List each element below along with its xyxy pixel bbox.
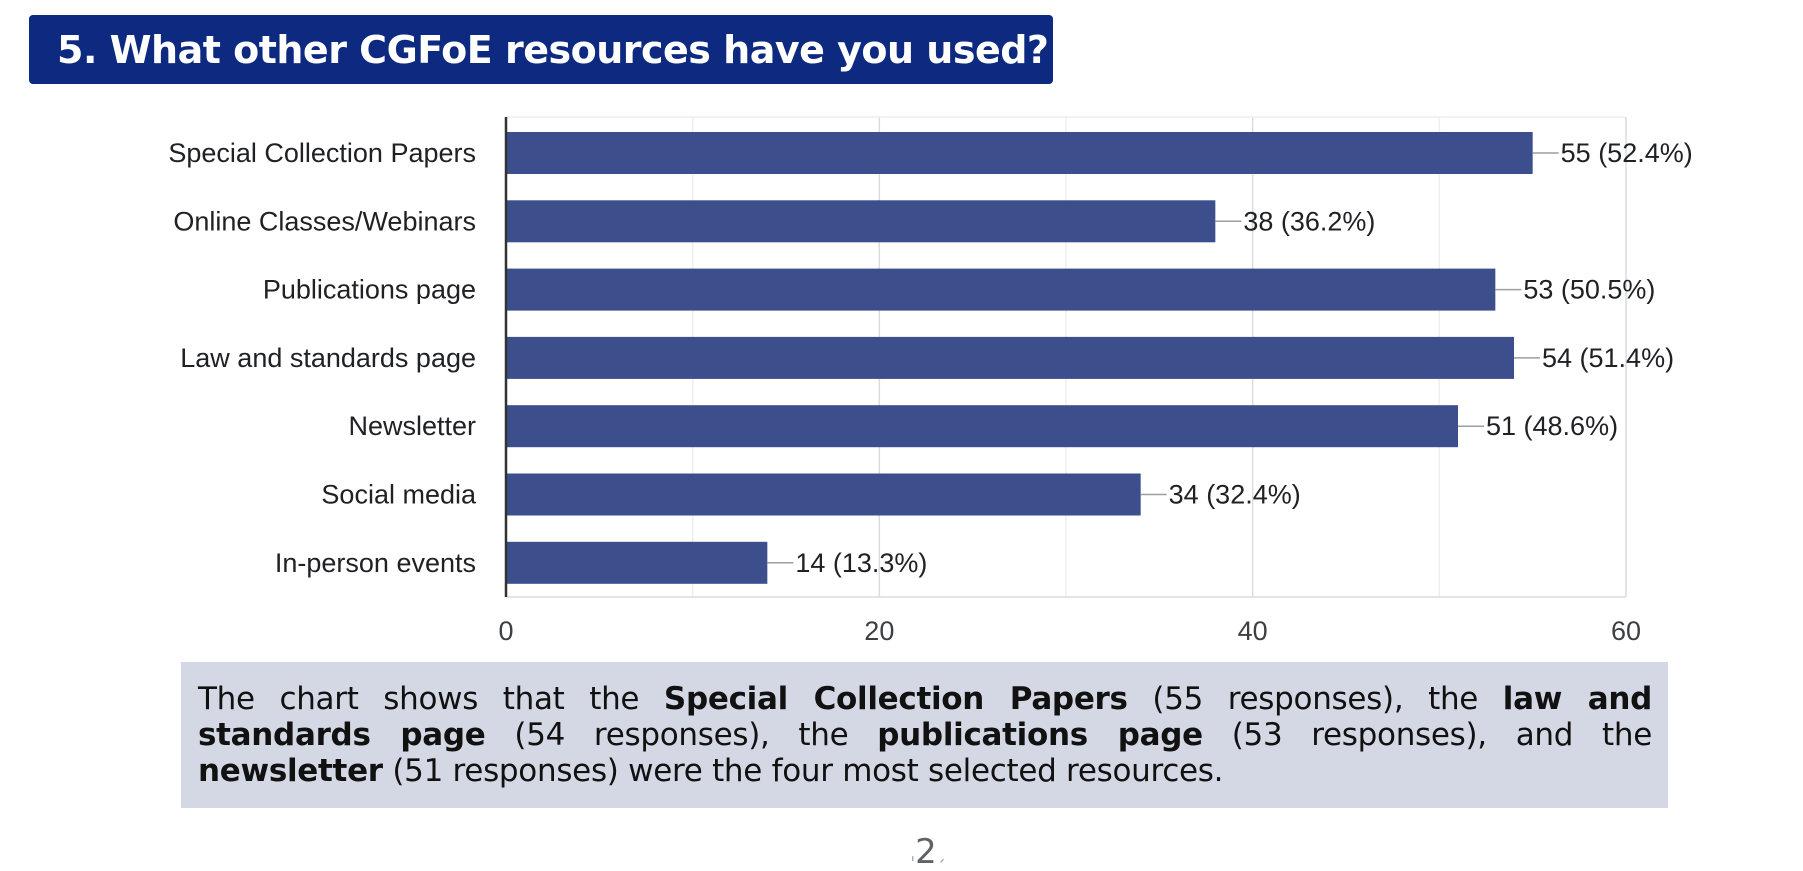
- page-number-right-flourish-icon: ˏ: [936, 842, 946, 864]
- bar: [506, 200, 1216, 243]
- page-title: 5. What other CGFoE resources have you u…: [57, 27, 1049, 72]
- summary-emphasis: publications page: [877, 717, 1203, 753]
- category-label: Newsletter: [348, 411, 476, 441]
- x-tick-label: 60: [1611, 616, 1641, 646]
- summary-segment: The chart shows that the: [198, 681, 664, 717]
- x-tick-label: 0: [498, 616, 513, 646]
- category-label: Social media: [321, 480, 477, 510]
- category-label: Online Classes/Webinars: [173, 206, 476, 236]
- page-number-badge: ˌ2ˏ: [900, 832, 956, 871]
- data-label: 51 (48.6%): [1486, 411, 1618, 441]
- category-label: In-person events: [275, 548, 476, 578]
- summary-segment: (54 responses), the: [485, 717, 878, 753]
- category-label: Law and standards page: [180, 343, 476, 373]
- summary-emphasis: Special Collection Papers: [663, 681, 1128, 717]
- data-label: 53 (50.5%): [1523, 275, 1655, 305]
- summary-text: The chart shows that the Special Collect…: [198, 681, 1652, 789]
- chart-gridlines: [506, 116, 1627, 598]
- summary-emphasis: law and standards page: [198, 681, 1652, 753]
- summary-box: The chart shows that the Special Collect…: [181, 662, 1668, 808]
- bar: [506, 132, 1533, 174]
- data-label: 55 (52.4%): [1561, 138, 1693, 168]
- bar: [506, 405, 1458, 448]
- bar: [506, 268, 1496, 311]
- x-tick-label: 20: [864, 616, 894, 646]
- chart-labels: 55 (52.4%) Special Collection Papers 38 (3…: [168, 138, 1692, 578]
- title-banner: 5. What other CGFoE resources have you u…: [29, 15, 1053, 84]
- data-label: 38 (36.2%): [1243, 206, 1375, 236]
- summary-segment: (53 responses), and the: [1202, 717, 1653, 753]
- summary-emphasis: newsletter: [198, 753, 383, 789]
- data-label: 14 (13.3%): [795, 548, 927, 578]
- data-label: 54 (51.4%): [1542, 343, 1674, 373]
- bar-chart: 0 20 40 60 55 (52.4%) Special Collection Pap…: [168, 116, 1693, 646]
- category-label: Publications page: [263, 275, 476, 305]
- page-number: 2: [915, 832, 937, 871]
- chart-axis: 0 20 40 60: [498, 117, 1641, 646]
- bar: [506, 336, 1514, 379]
- page-number-left-flourish-icon: ˌ: [910, 842, 916, 864]
- summary-segment: (55 responses), the: [1127, 681, 1503, 717]
- data-label: 34 (32.4%): [1169, 480, 1301, 510]
- x-tick-label: 40: [1238, 616, 1268, 646]
- bar: [506, 473, 1141, 516]
- bar: [506, 541, 768, 584]
- chart-bars: [506, 132, 1533, 584]
- summary-segment: (51 responses) were the four most select…: [382, 753, 1224, 789]
- category-label: Special Collection Papers: [168, 138, 476, 168]
